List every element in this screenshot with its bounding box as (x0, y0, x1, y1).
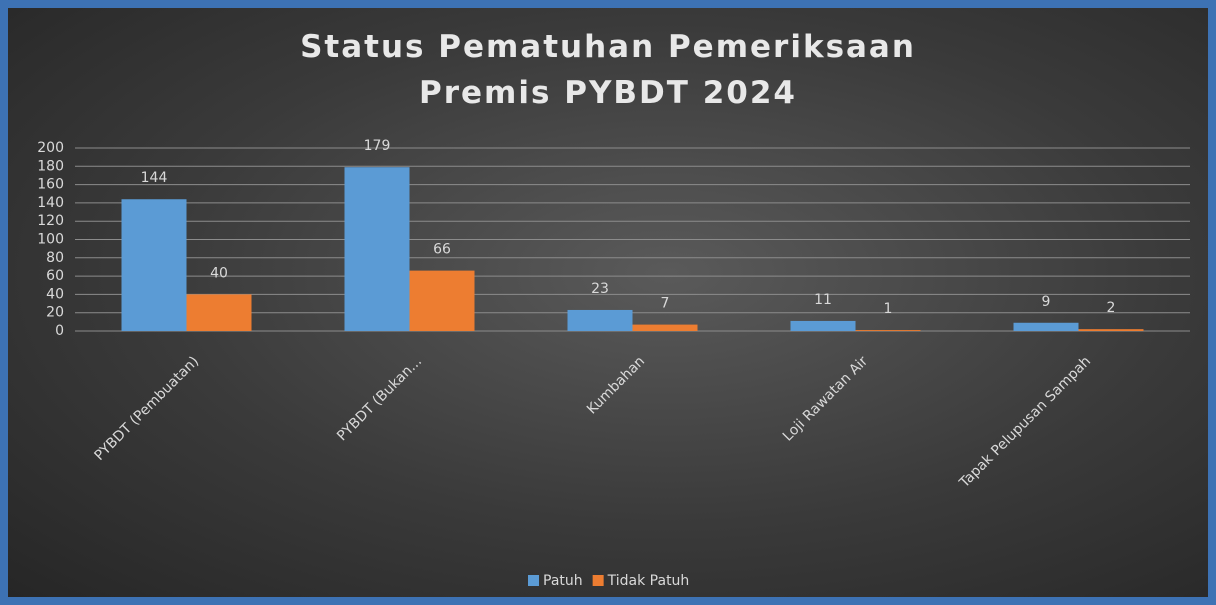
y-tick-label: 0 (55, 323, 64, 339)
bar (409, 270, 475, 331)
y-tick-label: 200 (37, 140, 64, 156)
data-label: 66 (433, 242, 451, 258)
data-label: 40 (210, 265, 228, 281)
y-tick-label: 180 (37, 158, 64, 174)
legend-swatch (592, 575, 604, 586)
bar (344, 167, 410, 331)
bar (1078, 329, 1144, 331)
x-tick-label: Loji Rawatan Air (780, 353, 871, 444)
legend-label: Tidak Patuh (607, 573, 690, 589)
data-label: 144 (141, 170, 168, 186)
data-label: 7 (661, 296, 670, 312)
data-label: 179 (364, 138, 391, 154)
legend-swatch (528, 575, 539, 586)
x-tick-label: PYBDT (Pembuatan) (92, 353, 203, 464)
data-label: 23 (591, 281, 609, 297)
x-tick-label: Tapak Pelupusan Sampah (956, 353, 1094, 491)
legend-label: Patuh (543, 573, 583, 589)
y-tick-label: 120 (37, 213, 64, 229)
chart-title: Status Pematuhan Pemeriksaan Premis PYBD… (300, 29, 916, 111)
bar (567, 309, 633, 331)
x-tick-label: Kumbahan (584, 353, 648, 417)
data-label: 9 (1042, 294, 1051, 310)
y-tick-label: 40 (46, 286, 64, 302)
y-tick-label: 80 (46, 250, 64, 266)
y-tick-label: 140 (37, 195, 64, 211)
bar (790, 320, 856, 331)
data-label: 11 (814, 292, 832, 308)
bar (186, 294, 252, 331)
y-tick-label: 60 (46, 268, 64, 284)
bar (1013, 322, 1079, 331)
y-tick-label: 100 (37, 232, 64, 248)
data-label: 2 (1107, 300, 1116, 316)
bar (632, 324, 698, 331)
data-label: 1 (884, 301, 893, 317)
y-tick-label: 160 (37, 177, 64, 193)
y-tick-label: 20 (46, 305, 64, 321)
bar (121, 199, 187, 331)
x-tick-label: PYBDT (Bukan... (334, 353, 425, 444)
bar (855, 330, 921, 331)
